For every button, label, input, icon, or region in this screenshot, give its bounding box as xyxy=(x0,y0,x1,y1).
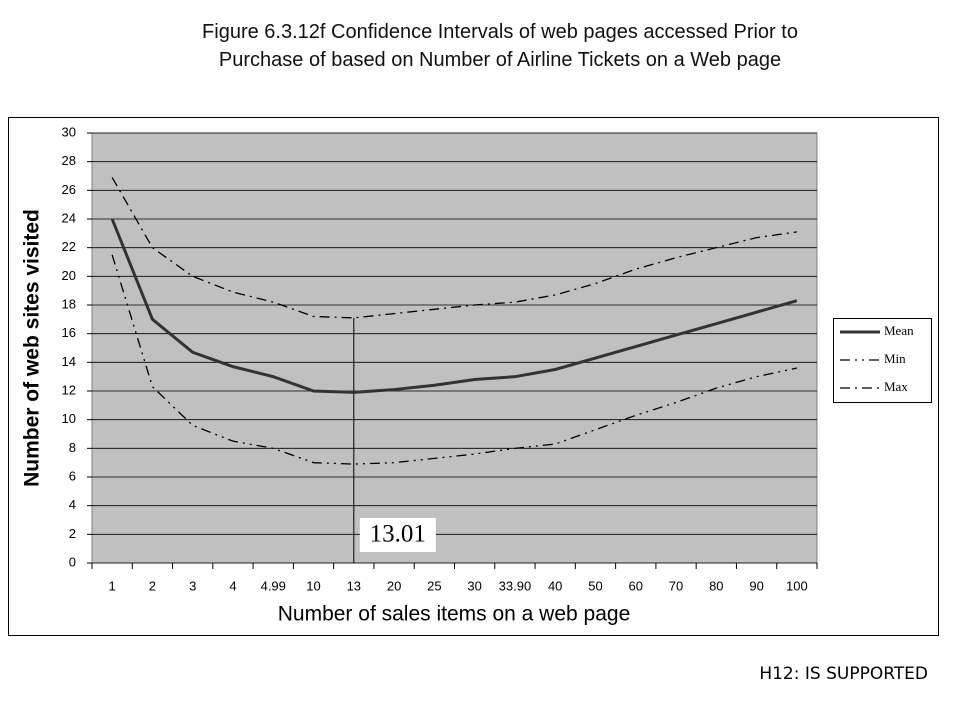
x-tick-label: 33.90 xyxy=(499,578,532,593)
y-tick-label: 2 xyxy=(69,526,76,541)
y-tick-label: 26 xyxy=(62,182,76,197)
y-tick-label: 10 xyxy=(62,411,76,426)
y-tick-label: 28 xyxy=(62,153,76,168)
x-tick-label: 4.99 xyxy=(261,578,286,593)
y-tick-label: 0 xyxy=(69,554,76,569)
chart-title: Figure 6.3.12f Confidence Intervals of w… xyxy=(202,21,798,71)
x-tick-label: 20 xyxy=(387,578,401,593)
x-tick-label: 60 xyxy=(629,578,643,593)
legend-label: Mean xyxy=(884,323,914,338)
annotation-text: 13.01 xyxy=(370,521,426,548)
series-line xyxy=(111,177,797,319)
y-tick-label: 8 xyxy=(69,440,76,455)
y-tick-label: 24 xyxy=(62,210,76,225)
legend-label: Min xyxy=(884,351,906,366)
y-tick-label: 22 xyxy=(62,239,76,254)
x-tick-label: 90 xyxy=(749,578,763,593)
x-axis-label: Number of sales items on a web page xyxy=(278,603,631,626)
y-tick-label: 30 xyxy=(62,124,76,139)
x-tick-label: 50 xyxy=(588,578,602,593)
y-tick-label: 12 xyxy=(62,382,76,397)
x-tick-label: 100 xyxy=(786,578,808,593)
x-tick-label: 3 xyxy=(189,578,196,593)
y-tick-label: 16 xyxy=(62,325,76,340)
y-tick-label: 20 xyxy=(62,268,76,283)
x-tick-label: 25 xyxy=(427,578,441,593)
footer-note: H12: IS SUPPORTED xyxy=(759,664,928,684)
x-tick-label: 30 xyxy=(467,578,481,593)
x-tick-label: 1 xyxy=(109,578,116,593)
x-tick-label: 4 xyxy=(229,578,236,593)
x-tick-label: 70 xyxy=(669,578,683,593)
x-tick-label: 80 xyxy=(709,578,723,593)
y-axis-label: Number of web sites visited xyxy=(21,209,44,487)
y-tick-label: 4 xyxy=(69,497,76,512)
annotation-box xyxy=(359,518,436,552)
y-tick-label: 14 xyxy=(62,354,76,369)
y-tick-label: 6 xyxy=(69,468,76,483)
series-line xyxy=(111,254,797,465)
legend-label: Max xyxy=(884,379,908,394)
y-tick-label: 18 xyxy=(62,296,76,311)
plot-area xyxy=(91,132,818,564)
x-tick-label: 2 xyxy=(149,578,156,593)
series-line xyxy=(110,218,798,394)
x-tick-label: 40 xyxy=(548,578,562,593)
x-tick-label: 10 xyxy=(306,578,320,593)
x-tick-label: 13 xyxy=(347,578,361,593)
